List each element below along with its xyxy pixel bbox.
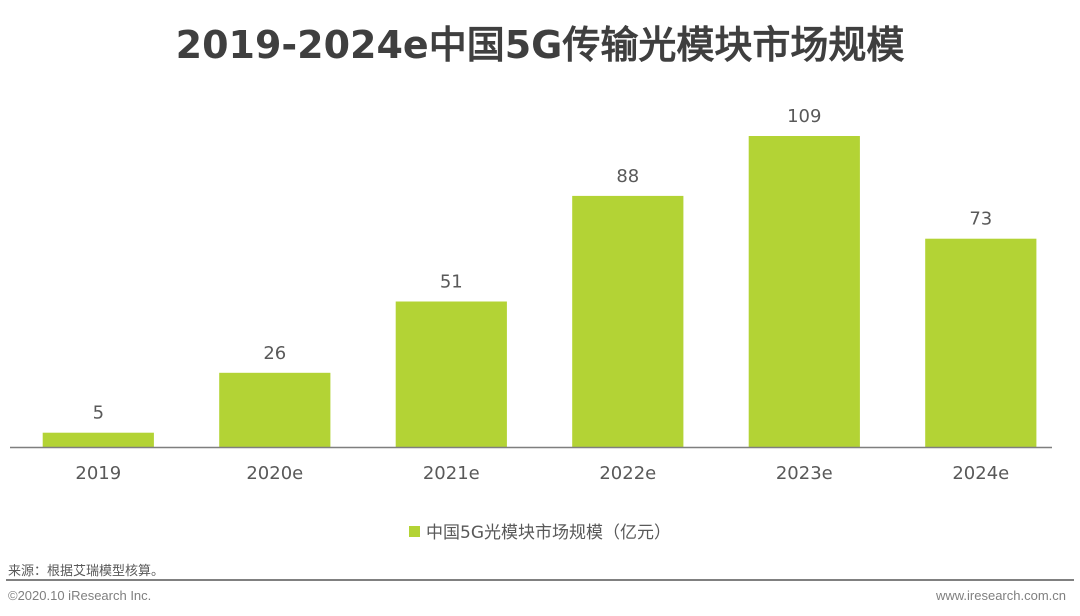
legend: 中国5G光模块市场规模（亿元）	[0, 518, 1080, 543]
category-label-2022e: 2022e	[599, 463, 656, 484]
bar-2024e	[925, 238, 1037, 447]
value-label-2023e: 109	[787, 106, 821, 127]
bar-2022e	[572, 195, 684, 447]
category-label-2020e: 2020e	[246, 463, 303, 484]
bar-2019	[42, 432, 154, 447]
category-label-2019: 2019	[75, 463, 121, 484]
bar-2021e	[395, 301, 507, 447]
value-label-2022e: 88	[616, 166, 639, 187]
value-label-2019: 5	[93, 403, 104, 424]
category-labels-group: 2019 2020e 2021e 2022e 2023e 2024e	[75, 463, 1009, 484]
value-labels-group: 5 26 51 88 109 73	[93, 106, 993, 424]
value-label-2021e: 51	[440, 272, 463, 293]
source-note: 来源：根据艾瑞模型核算。	[8, 564, 165, 579]
chart-title: 2019-2024e中国5G传输光模块市场规模	[175, 23, 905, 67]
bar-chart: 5 26 51 88 109 73 2019 2020e 2021e 2022e 2023e 202…	[10, 106, 1052, 484]
category-label-2021e: 2021e	[423, 463, 480, 484]
bar-2020e	[219, 372, 331, 447]
category-label-2023e: 2023e	[776, 463, 833, 484]
footer-divider	[6, 579, 1074, 581]
value-label-2020e: 26	[263, 343, 286, 364]
website-link[interactable]: www.iresearch.com.cn	[935, 588, 1066, 603]
copyright: ©2020.10 iResearch Inc.	[8, 588, 152, 603]
legend-label: 中国5G光模块市场规模（亿元）	[426, 523, 671, 543]
value-label-2024e: 73	[969, 209, 992, 230]
bars-group	[42, 136, 1037, 447]
category-label-2024e: 2024e	[952, 463, 1009, 484]
legend-swatch	[409, 526, 420, 537]
bar-2023e	[748, 136, 860, 447]
